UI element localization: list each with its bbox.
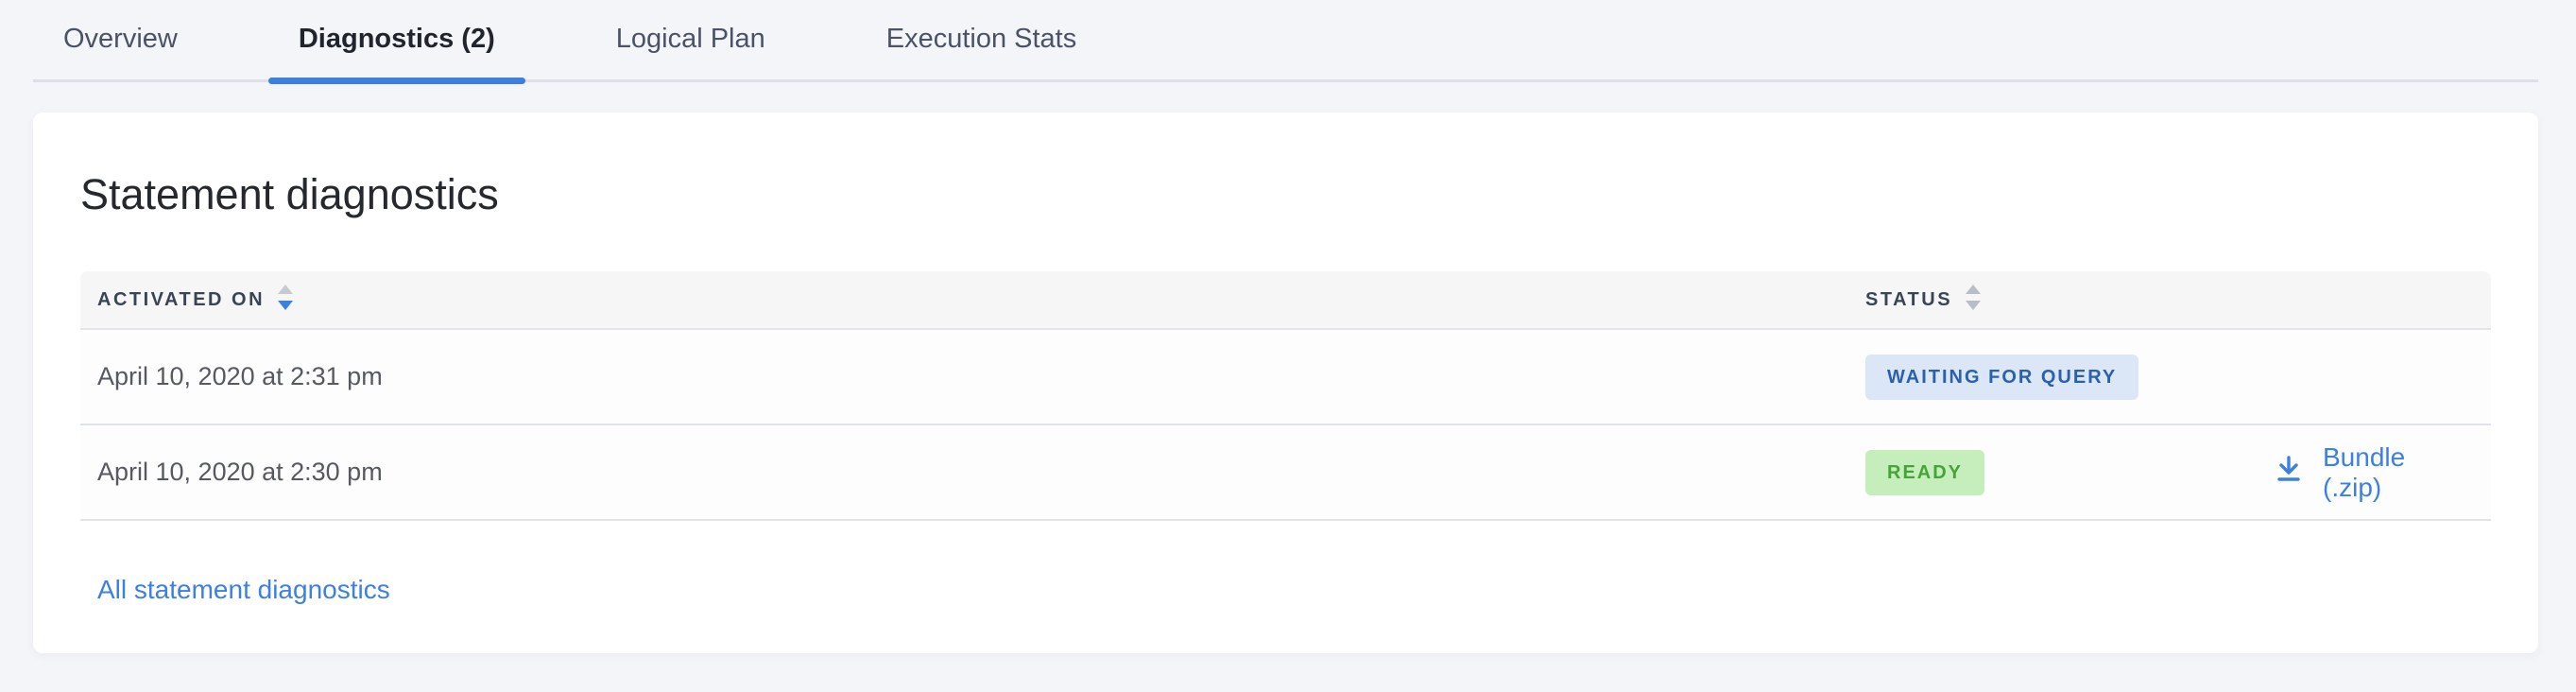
statement-diagnostics-panel: Statement diagnostics ACTIVATED ON STATU… [33, 112, 2538, 653]
tab-execution-stats[interactable]: Execution Stats [885, 24, 1077, 54]
sort-arrows-icon[interactable] [1966, 284, 1982, 316]
table-row: April 10, 2020 at 2:30 pm READY Bundle (… [80, 425, 2491, 521]
column-header-activated-on[interactable]: ACTIVATED ON [80, 284, 1865, 316]
activated-on-cell: April 10, 2020 at 2:30 pm [80, 458, 1865, 487]
page-title: Statement diagnostics [80, 170, 499, 218]
column-header-activated-on-label: ACTIVATED ON [97, 288, 266, 310]
status-badge: READY [1865, 449, 1985, 495]
sort-arrows-icon[interactable] [278, 284, 294, 316]
activated-on-value: April 10, 2020 at 2:31 pm [97, 362, 383, 390]
tab-diagnostics[interactable]: Diagnostics (2) [267, 23, 525, 84]
tab-bar: Overview Diagnostics (2) Logical Plan Ex… [33, 0, 2538, 84]
table-header-row: ACTIVATED ON STATUS [80, 271, 2491, 330]
activated-on-value: April 10, 2020 at 2:30 pm [97, 458, 383, 486]
bundle-download-label: Bundle (.zip) [2323, 441, 2406, 502]
tab-overview[interactable]: Overview [63, 24, 178, 54]
status-cell: WAITING FOR QUERY [1865, 354, 2274, 400]
actions-cell: Bundle (.zip) [2274, 442, 2491, 503]
status-cell: READY [1865, 449, 2274, 495]
column-header-status[interactable]: STATUS [1865, 284, 2274, 316]
activated-on-cell: April 10, 2020 at 2:31 pm [80, 362, 1865, 391]
tab-logical-plan[interactable]: Logical Plan [615, 24, 765, 54]
bundle-download-link[interactable]: Bundle (.zip) [2274, 442, 2463, 503]
download-icon [2274, 454, 2304, 491]
diagnostics-table: ACTIVATED ON STATUS [80, 271, 2491, 521]
all-statement-diagnostics-link[interactable]: All statement diagnostics [97, 575, 390, 604]
column-header-status-label: STATUS [1865, 288, 1953, 310]
status-badge: WAITING FOR QUERY [1865, 354, 2139, 400]
table-row: April 10, 2020 at 2:31 pm WAITING FOR QU… [80, 330, 2491, 425]
